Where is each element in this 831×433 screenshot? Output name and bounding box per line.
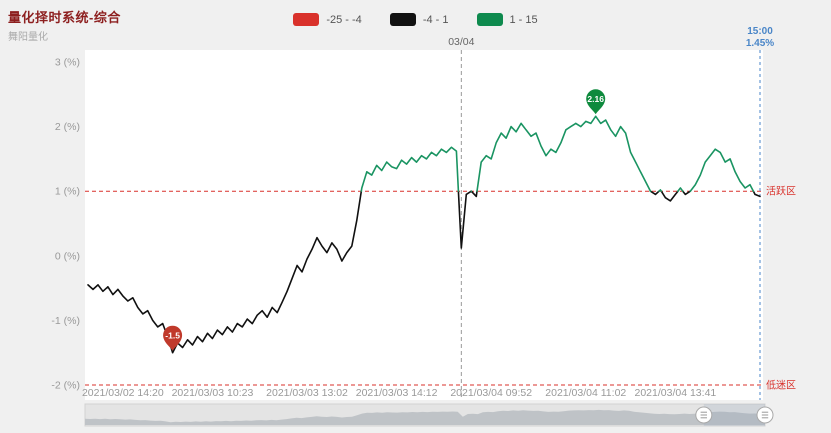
legend-item-red-range[interactable]: -25 - -4 (293, 13, 362, 26)
x-tick-label: 2021/03/03 13:02 (266, 387, 348, 399)
legend-label: -25 - -4 (326, 13, 362, 26)
zone-label: 低迷区 (766, 379, 796, 392)
y-tick-label: 3 (%) (55, 57, 80, 69)
y-tick-label: -2 (%) (51, 380, 80, 392)
mark-point: -1.5 (163, 325, 183, 351)
page-subtitle: 舞阳量化 (8, 32, 48, 43)
y-tick-label: 2 (%) (55, 121, 80, 133)
legend-label: 1 - 15 (509, 13, 538, 26)
data-zoom-handle-left[interactable] (695, 406, 713, 424)
chart-legend: -25 - -4 -4 - 1 1 - 15 (0, 13, 831, 26)
x-tick-label: 2021/03/03 14:12 (356, 387, 438, 399)
zone-label: 活跃区 (766, 186, 796, 198)
legend-swatch-black (389, 13, 416, 26)
plot-area (85, 50, 763, 400)
mark-point: 2.16 (586, 89, 606, 115)
x-tick-label: 2021/03/02 14:20 (82, 387, 164, 399)
legend-swatch-red (293, 13, 320, 26)
y-tick-label: -1 (%) (51, 315, 80, 327)
legend-item-green-range[interactable]: 1 - 15 (476, 13, 538, 26)
mark-point-pin (586, 89, 606, 115)
legend-item-black-range[interactable]: -4 - 1 (389, 13, 449, 26)
axis-pointer-time: 15:00 (747, 26, 773, 37)
y-tick-label: 0 (%) (55, 250, 80, 262)
legend-label: -4 - 1 (422, 13, 449, 26)
day-divider-label: 03/04 (448, 36, 474, 48)
axis-pointer-value: 1.45% (745, 38, 775, 49)
page-title: 量化择时系统-综合 (8, 10, 121, 25)
x-tick-label: 2021/03/04 09:52 (450, 387, 532, 399)
mark-point-pin (163, 325, 183, 351)
data-zoom-silhouette (85, 409, 765, 425)
mark-point-label: 2.16 (587, 94, 604, 104)
y-tick-label: 1 (%) (55, 186, 80, 198)
x-tick-label: 2021/03/04 11:02 (545, 387, 626, 399)
mark-point-label: -1.5 (165, 331, 180, 341)
series-line (360, 115, 755, 192)
data-zoom-handle-right[interactable] (756, 406, 774, 424)
x-tick-label: 2021/03/04 13:41 (635, 387, 717, 399)
x-tick-label: 2021/03/03 10:23 (172, 387, 254, 399)
legend-swatch-green (476, 13, 503, 26)
data-zoom-window[interactable] (703, 404, 765, 426)
